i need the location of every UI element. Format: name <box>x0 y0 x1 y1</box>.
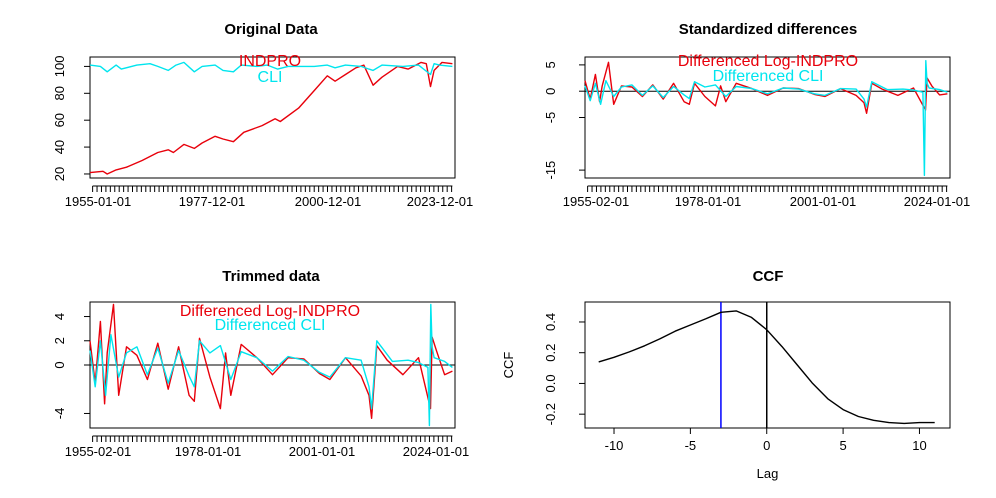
x-tick-label: 1978-01-01 <box>675 194 742 209</box>
y-tick-label: -15 <box>543 161 558 180</box>
plot-frame <box>89 56 456 179</box>
series-line-2 <box>89 61 453 76</box>
y-tick-label: 4 <box>52 313 67 320</box>
series-line-1 <box>89 303 453 419</box>
series-line-2 <box>89 303 453 427</box>
chart-panel-3: Trimmed data 4 2 0 -4 1955-02-01 1978-01-01 200… <box>52 268 469 459</box>
legend-entry-1: Differenced Log-INDPRO <box>180 303 360 320</box>
legend-entry-1: Differenced Log-INDPRO <box>678 53 858 70</box>
x-tick-label: 2001-01-01 <box>289 444 356 459</box>
y-tick-label: 5 <box>543 61 558 68</box>
y-tick-label: 0 <box>52 361 67 368</box>
x-tick-label: 2024-01-01 <box>403 444 470 459</box>
x-tick-label: 2024-01-01 <box>904 194 971 209</box>
x-tick-label: 1955-02-01 <box>563 194 630 209</box>
series-line-1 <box>89 61 453 175</box>
y-tick-label: -4 <box>52 408 67 420</box>
x-tick-label: 1978-01-01 <box>175 444 242 459</box>
y-tick-label: 0.4 <box>543 313 558 331</box>
y-tick-label: 0.2 <box>543 344 558 362</box>
y-tick-label: 80 <box>52 86 67 100</box>
y-tick-label: 40 <box>52 140 67 154</box>
x-tick-label: 2000-12-01 <box>295 194 362 209</box>
x-tick-label: -10 <box>605 438 624 453</box>
chart-title: Standardized differences <box>679 21 857 38</box>
y-tick-label: 0 <box>543 88 558 95</box>
chart-panel-1: Original Data 20 40 60 80 100 1955-01-01 1977-1… <box>52 21 473 209</box>
chart-title: Trimmed data <box>222 268 320 285</box>
y-axis-title: CCF <box>501 352 516 379</box>
chart-title: CCF <box>753 268 784 285</box>
legend-entry-1: INDPRO <box>239 53 301 70</box>
x-tick-label: 10 <box>912 438 926 453</box>
y-tick-label: -0.2 <box>543 403 558 425</box>
y-tick-label: 100 <box>52 56 67 78</box>
y-tick-label: 0.0 <box>543 374 558 392</box>
chart-panel-4: CCF -0.2 0.0 0.2 0.4 -10 -5 0 5 10 Lag CCF <box>501 268 951 481</box>
x-tick-label: 1955-01-01 <box>65 194 132 209</box>
legend-entry-2: Differenced CLI <box>215 317 326 334</box>
legend-entry-2: Differenced CLI <box>713 68 824 85</box>
legend-entry-2: CLI <box>258 69 283 86</box>
x-tick-label: 1977-12-01 <box>179 194 246 209</box>
y-tick-label: 20 <box>52 167 67 181</box>
series-line-1 <box>584 61 948 115</box>
x-axis-title: Lag <box>757 466 779 481</box>
y-tick-label: 60 <box>52 113 67 127</box>
x-tick-label: 2023-12-01 <box>407 194 474 209</box>
y-tick-label: 2 <box>52 337 67 344</box>
series-line-2 <box>584 60 948 177</box>
x-tick-label: 1955-02-01 <box>65 444 132 459</box>
chart-panel-2: Standardized differences 5 0 -5 -15 1955-02-0… <box>543 21 970 209</box>
series-line-1 <box>598 310 935 425</box>
x-tick-label: 2001-01-01 <box>790 194 857 209</box>
x-tick-label: 5 <box>839 438 846 453</box>
plot-frame <box>584 301 951 429</box>
y-tick-label: -5 <box>543 112 558 124</box>
x-tick-label: 0 <box>763 438 770 453</box>
x-tick-label: -5 <box>685 438 697 453</box>
chart-title: Original Data <box>224 21 318 38</box>
